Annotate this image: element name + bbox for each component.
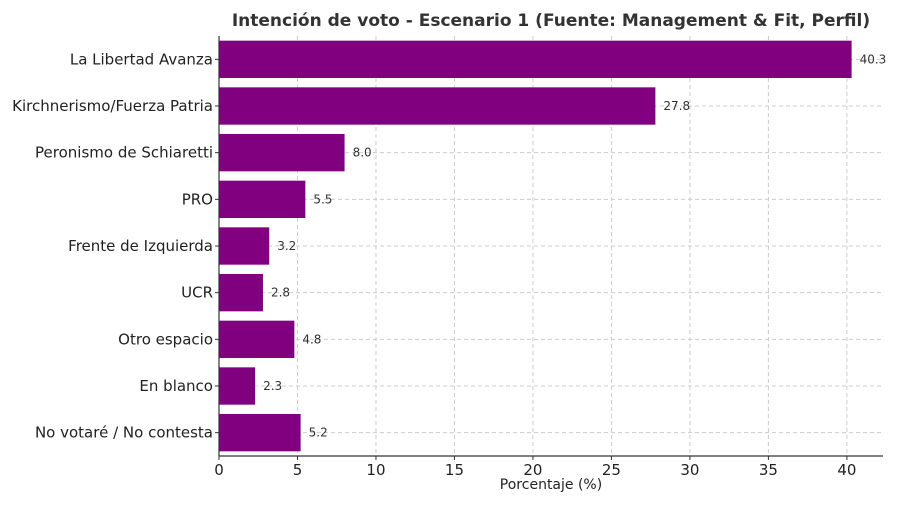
category-label: Peronismo de Schiaretti xyxy=(35,144,213,162)
category-label: Frente de Izquierda xyxy=(68,237,213,255)
bar xyxy=(219,227,270,265)
data-label: 2.8 xyxy=(271,286,290,300)
category-label: UCR xyxy=(181,284,213,302)
bar xyxy=(219,40,852,78)
data-label: 3.2 xyxy=(277,239,296,253)
bar xyxy=(219,274,263,312)
category-label: No votaré / No contesta xyxy=(35,424,213,442)
x-tick-label: 5 xyxy=(293,461,303,479)
x-tick-label: 25 xyxy=(602,461,621,479)
data-label: 4.8 xyxy=(302,332,321,346)
bar xyxy=(219,87,656,125)
category-label: La Libertad Avanza xyxy=(70,50,213,68)
bar xyxy=(219,180,306,218)
x-tick-label: 15 xyxy=(445,461,464,479)
x-tick-label: 30 xyxy=(680,461,699,479)
x-tick-label: 10 xyxy=(366,461,385,479)
bar xyxy=(219,367,256,405)
category-label: Kirchnerismo/Fuerza Patria xyxy=(12,97,213,115)
category-label: Otro espacio xyxy=(118,330,213,348)
data-label: 5.2 xyxy=(309,426,328,440)
x-axis-label: Porcentaje (%) xyxy=(500,477,602,493)
data-label: 8.0 xyxy=(353,146,372,160)
data-label: 2.3 xyxy=(263,379,282,393)
data-label: 5.5 xyxy=(313,192,332,206)
x-tick-label: 35 xyxy=(759,461,778,479)
chart-title: Intención de voto - Escenario 1 (Fuente:… xyxy=(232,11,870,31)
category-label: PRO xyxy=(182,190,213,208)
x-tick-label: 40 xyxy=(837,461,856,479)
bar xyxy=(219,414,301,452)
bar xyxy=(219,134,345,172)
data-label: 27.8 xyxy=(663,99,690,113)
x-tick-label: 20 xyxy=(523,461,542,479)
bar xyxy=(219,320,295,358)
category-label: En blanco xyxy=(139,377,213,395)
x-tick-label: 0 xyxy=(214,461,224,479)
data-label: 40.3 xyxy=(860,52,887,66)
